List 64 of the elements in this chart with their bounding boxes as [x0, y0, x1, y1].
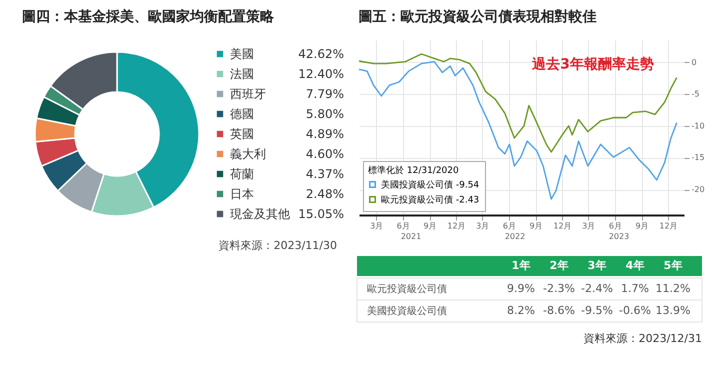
chart-title: 圖四：本基金採美、歐國家均衡配置策略 — [22, 8, 275, 25]
x-tick-label: 3月 — [582, 222, 596, 230]
legend-label: 現金及其他 — [230, 207, 290, 221]
data-label: -2.4% — [581, 282, 613, 295]
x-tick-label: 1年 — [512, 259, 530, 272]
data-label: -8.6% — [543, 304, 575, 317]
data-label: 2.48% — [306, 187, 344, 201]
y-tick-label: -20 — [692, 185, 705, 194]
text: 2022 — [504, 232, 526, 241]
x-tick-label: 9月 — [424, 222, 437, 230]
data-label: -0.6% — [619, 304, 651, 317]
data-label: 4.37% — [306, 167, 344, 181]
x-tick-label: 6月 — [396, 222, 410, 230]
data-label: 5.80% — [306, 107, 344, 121]
legend-label: 歐元投資級公司債 -2.43 — [381, 194, 480, 206]
x-tick-label: 3年 — [588, 259, 606, 272]
text: 2023 — [608, 232, 630, 241]
x-tick-label: 3月 — [370, 222, 384, 230]
line-series — [358, 53, 678, 153]
legend-label: 法國 — [230, 67, 254, 81]
legend-label: 西班牙 — [230, 87, 266, 101]
data-label: 1.7% — [621, 282, 649, 295]
x-tick-label: 3月 — [476, 222, 490, 230]
data-label: 11.2% — [656, 282, 690, 295]
data-label: 13.9% — [656, 304, 690, 317]
data-label: 8.2% — [507, 304, 535, 317]
x-tick-label: 12月 — [553, 222, 572, 230]
data-label: 42.62% — [298, 47, 344, 61]
annotation: 過去3年報酬率走勢 — [531, 56, 654, 72]
legend-label: 美國投資級公司債 -9.54 — [381, 180, 480, 190]
data-label: 4.89% — [306, 127, 344, 141]
text: 2021 — [400, 232, 422, 241]
x-tick-label: 6月 — [502, 222, 516, 230]
data-label: 12.40% — [298, 67, 344, 81]
legend-title: 標準化於 12/31/2020 — [368, 165, 460, 176]
data-label: 7.79% — [306, 87, 344, 101]
x-tick-label: 5年 — [664, 259, 682, 272]
legend-label: 荷蘭 — [230, 167, 254, 181]
x-tick-label: 9月 — [530, 222, 543, 230]
legend-label: 美國 — [230, 47, 254, 61]
y-tick-label: 美國投資級公司債 — [367, 305, 447, 317]
x-tick-label: 4年 — [626, 259, 644, 272]
x-tick-label: 2年 — [550, 259, 568, 272]
x-tick-label: 12月 — [659, 222, 678, 230]
data-label: 4.60% — [306, 147, 344, 161]
x-tick-label: 12月 — [447, 222, 466, 230]
data-label: -2.3% — [543, 282, 575, 295]
chart-title: 圖五：歐元投資級公司債表現相對較佳 — [358, 9, 596, 25]
x-tick-label: 6月 — [608, 222, 622, 230]
y-tick-label: -10 — [692, 121, 705, 130]
source-note: 資料來源：2023/11/30 — [218, 239, 337, 252]
data-label: 15.05% — [298, 207, 344, 221]
source-note: 資料來源：2023/12/31 — [584, 332, 702, 345]
y-tick-label: -15 — [692, 153, 705, 162]
legend-label: 德國 — [230, 107, 254, 121]
legend-label: 義大利 — [230, 147, 266, 161]
data-label: -9.5% — [581, 304, 613, 317]
y-tick-label: -5 — [692, 90, 700, 99]
x-tick-label: 9月 — [636, 222, 649, 230]
y-tick-label: 歐元投資級公司債 — [367, 283, 447, 295]
y-tick-label: 0 — [692, 58, 697, 67]
data-label: 9.9% — [507, 282, 535, 295]
legend-label: 日本 — [230, 187, 254, 201]
legend-label: 英國 — [230, 127, 254, 141]
